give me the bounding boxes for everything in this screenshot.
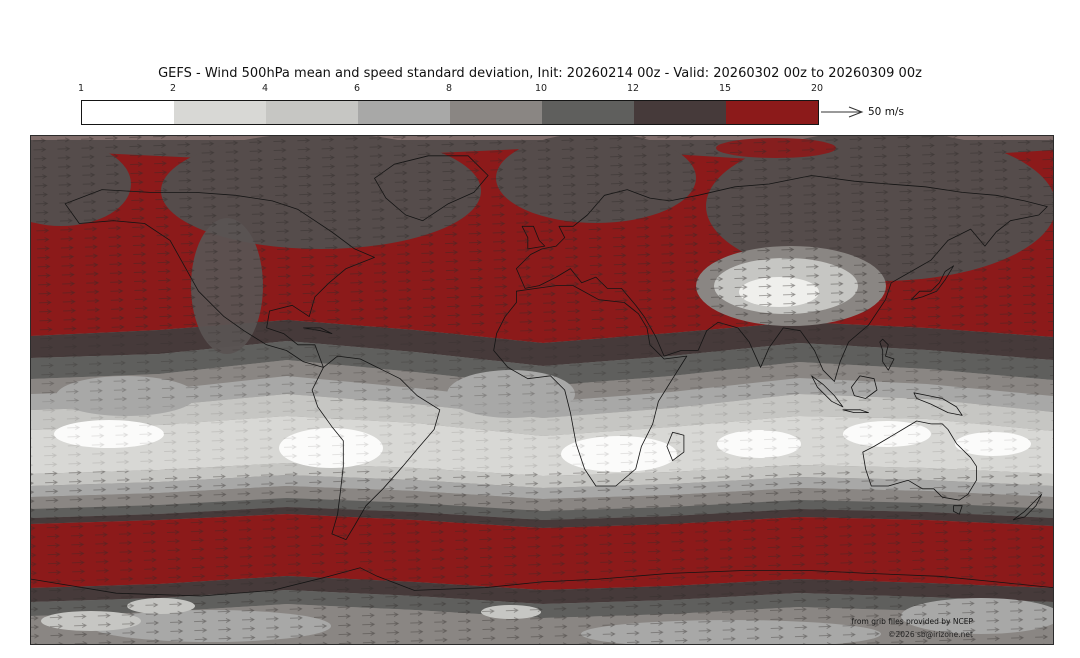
colorbar-segment xyxy=(634,101,726,124)
attribution-copyright: ©2026 sb@irizone.net xyxy=(888,629,973,639)
colorbar-tick: 4 xyxy=(261,83,269,94)
colorbar-tick: 20 xyxy=(810,83,824,94)
world-map: from grib files provided by NCEP ©2026 s… xyxy=(30,135,1054,645)
reference-arrow-icon xyxy=(821,106,864,118)
attribution-source: from grib files provided by NCEP xyxy=(851,617,973,627)
colorbar-tick: 12 xyxy=(626,83,640,94)
colorbar-tick: 8 xyxy=(445,83,453,94)
colorbar-segment xyxy=(542,101,634,124)
colorbar-tick: 1 xyxy=(77,83,85,94)
world-map-canvas xyxy=(31,136,1053,644)
colorbar-tick-labels: 1 2 4 6 8 10 12 15 20 xyxy=(77,83,823,95)
quiver-key: 50 m/s xyxy=(821,100,904,124)
attribution: from grib files provided by NCEP ©2026 s… xyxy=(851,616,973,641)
colorbar-segment xyxy=(82,101,174,124)
colorbar-tick: 6 xyxy=(353,83,361,94)
colorbar-tick: 10 xyxy=(534,83,548,94)
colorbar-segment xyxy=(450,101,542,124)
chart-title: GEFS - Wind 500hPa mean and speed standa… xyxy=(158,66,922,81)
quiver-key-label: 50 m/s xyxy=(868,106,904,118)
colorbar xyxy=(81,100,819,125)
colorbar-segment xyxy=(726,101,818,124)
colorbar-segment xyxy=(174,101,266,124)
colorbar-tick: 15 xyxy=(718,83,732,94)
colorbar-tick: 2 xyxy=(169,83,177,94)
colorbar-segment xyxy=(266,101,358,124)
colorbar-segment xyxy=(358,101,450,124)
